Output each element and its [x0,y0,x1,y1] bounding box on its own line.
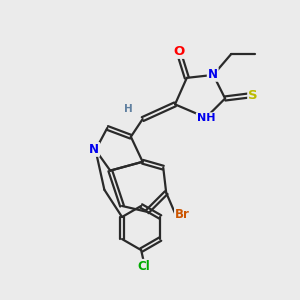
Text: S: S [248,89,258,102]
Text: N: N [89,143,99,156]
Text: Cl: Cl [138,260,151,273]
Text: N: N [208,68,218,81]
Text: NH: NH [197,113,215,123]
Text: H: H [124,104,132,114]
Text: Br: Br [175,208,190,221]
Text: O: O [174,45,185,58]
